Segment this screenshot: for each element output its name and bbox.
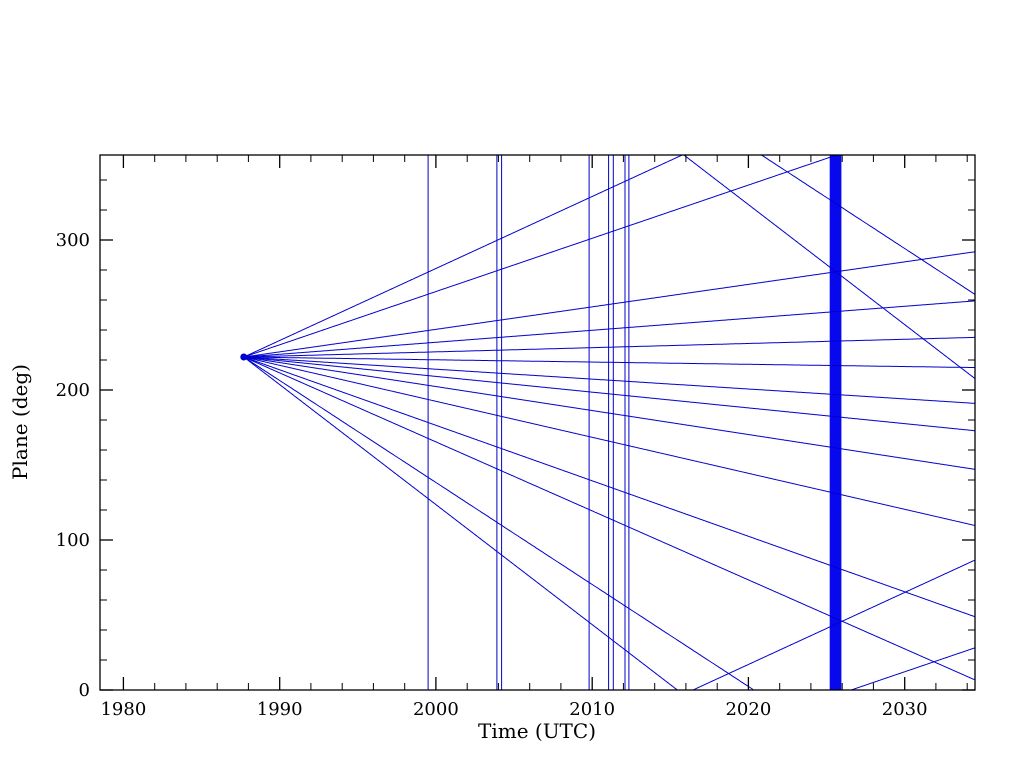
x-tick-label: 1980: [100, 699, 146, 720]
fan-lines: [240, 155, 975, 690]
observation-band: [829, 155, 842, 690]
y-axis-label: Plane (deg): [8, 364, 32, 480]
x-tick-label: 2000: [413, 699, 459, 720]
axes-box: [99, 154, 976, 691]
x-tick-label: 2020: [725, 699, 771, 720]
y-tick-label: 0: [79, 680, 90, 701]
x-tick-label: 2030: [882, 699, 928, 720]
x-tick-label: 1990: [257, 699, 303, 720]
y-tick-label: 200: [56, 380, 90, 401]
y-tick-label: 300: [56, 230, 90, 251]
y-tick-label: 100: [56, 530, 90, 551]
fan-apex: [240, 353, 248, 361]
x-tick-label: 2010: [569, 699, 615, 720]
x-axis-label: Time (UTC): [478, 719, 596, 743]
